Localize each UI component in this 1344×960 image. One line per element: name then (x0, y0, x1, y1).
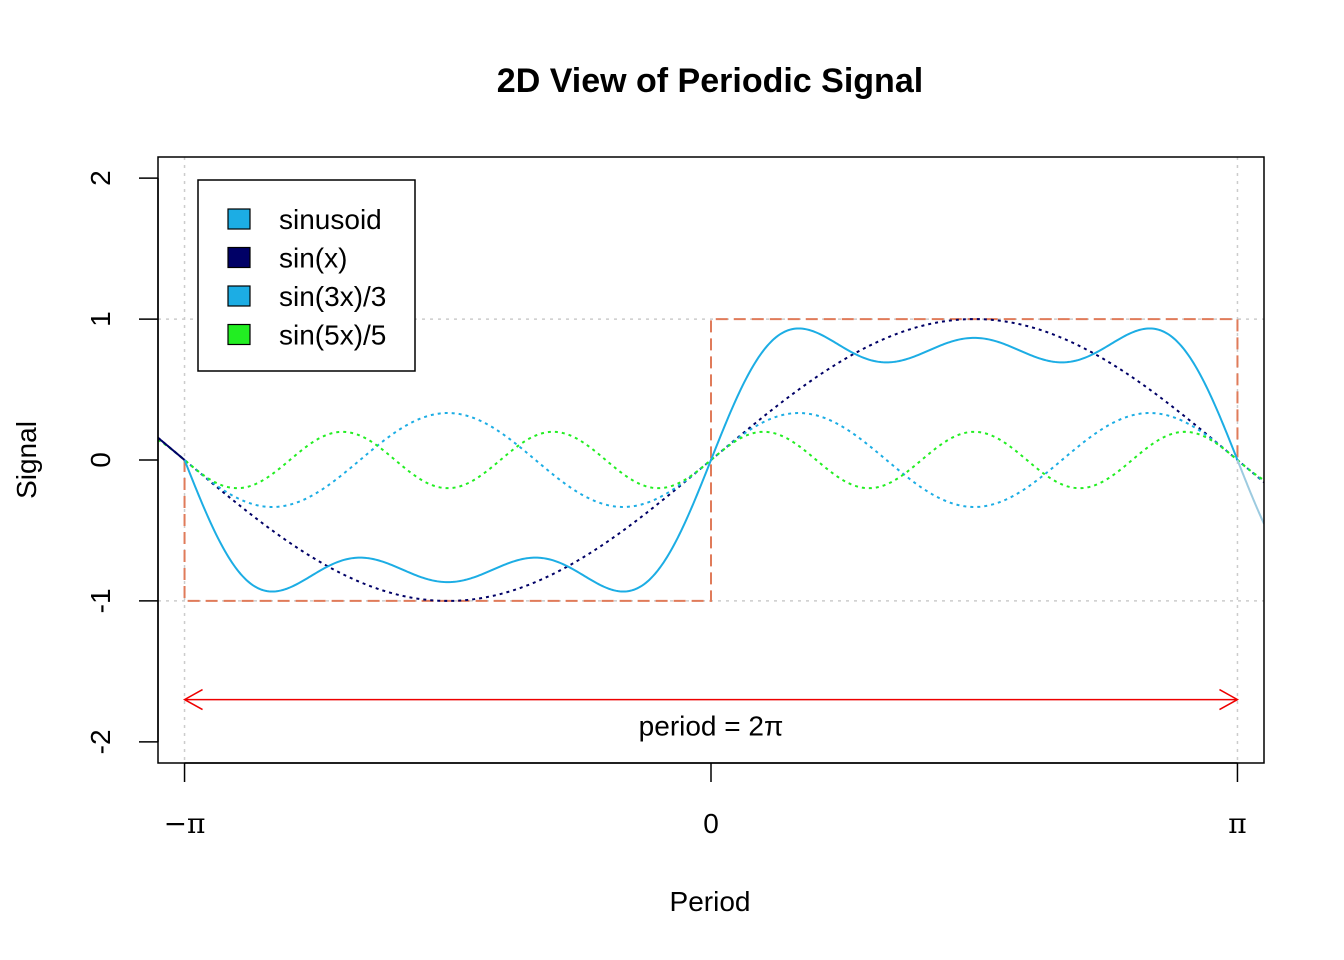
extension-layer (158, 437, 1264, 525)
y-tick-label: -1 (85, 588, 116, 613)
x-axis-label: Period (670, 886, 751, 917)
y-axis: -2 -1 0 1 2 (85, 170, 159, 754)
legend-swatch (227, 246, 251, 269)
legend-swatch (227, 208, 251, 230)
x-axis: −π 0 π (164, 762, 1247, 840)
legend-swatch (227, 285, 251, 307)
x-tick-label: −π (164, 807, 206, 840)
period-annotation: period = 2π (183, 688, 1239, 742)
series-line-sinusoid (183, 327, 1239, 593)
y-tick-label: 0 (85, 452, 116, 468)
y-axis-label: Signal (11, 421, 42, 499)
legend: sinusoid sin(x) sin(3x)/3 sin(5x)/5 (197, 179, 416, 372)
sinusoid-extension-left (158, 437, 186, 461)
legend-label: sin(x) (279, 243, 347, 274)
period-arrow-head-left (183, 688, 203, 711)
y-tick-label: -2 (85, 729, 116, 754)
x-tick-label: π (1228, 807, 1246, 840)
square-wave-line (183, 318, 1239, 602)
x-tick-label: 0 (703, 808, 719, 839)
legend-label: sinusoid (279, 204, 382, 235)
chart-title: 2D View of Periodic Signal (497, 62, 923, 100)
square-wave (183, 318, 1239, 602)
period-arrow-head-right (1219, 688, 1239, 711)
series-layer (158, 318, 1264, 602)
legend-label: sin(3x)/3 (279, 281, 386, 312)
y-tick-label: 2 (85, 170, 116, 186)
y-tick-label: 1 (85, 311, 116, 327)
sinusoid-extension-right (1236, 459, 1264, 525)
period-label: period = 2π (639, 711, 784, 742)
legend-label: sin(5x)/5 (279, 320, 386, 351)
legend-swatch (227, 323, 251, 346)
